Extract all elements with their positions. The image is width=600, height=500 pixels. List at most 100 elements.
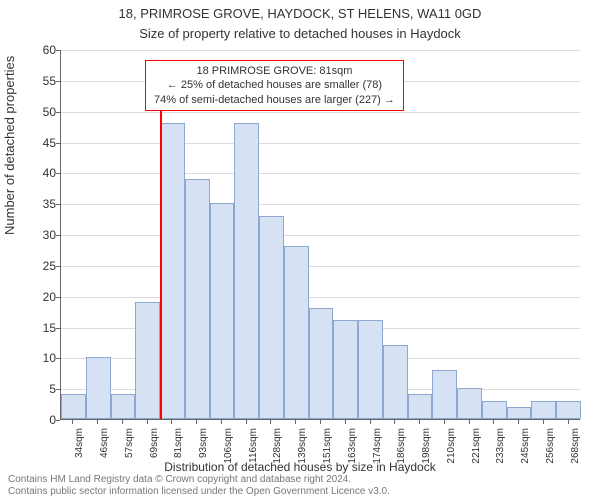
y-tick-mark [56,358,60,359]
x-tick-mark [320,420,321,424]
y-tick-mark [56,328,60,329]
y-tick-mark [56,235,60,236]
x-tick-label: 268sqm [570,428,581,478]
y-tick-label: 15 [16,321,56,335]
y-tick-label: 35 [16,197,56,211]
y-tick-mark [56,81,60,82]
y-tick-label: 30 [16,228,56,242]
x-tick-label: 233sqm [495,428,506,478]
x-tick-label: 210sqm [446,428,457,478]
x-tick-mark [469,420,470,424]
y-tick-label: 40 [16,166,56,180]
y-tick-mark [56,112,60,113]
histogram-bar [259,216,284,420]
x-tick-label: 69sqm [149,428,160,478]
chart-title-sub: Size of property relative to detached ho… [0,26,600,41]
histogram-bar [457,388,482,419]
histogram-bar [432,370,457,419]
x-tick-label: 221sqm [471,428,482,478]
y-tick-mark [56,297,60,298]
x-tick-mark [345,420,346,424]
grid-line [61,204,580,205]
x-tick-mark [419,420,420,424]
grid-line [61,50,580,51]
x-tick-mark [147,420,148,424]
x-tick-label: 46sqm [99,428,110,478]
grid-line [61,235,580,236]
histogram-bar [556,401,581,420]
y-tick-label: 0 [16,413,56,427]
x-tick-label: 139sqm [297,428,308,478]
y-tick-label: 50 [16,105,56,119]
histogram-bar [86,357,111,419]
histogram-bar [333,320,358,419]
histogram-bar [309,308,334,419]
x-tick-mark [270,420,271,424]
annotation-line-1: 18 PRIMROSE GROVE: 81sqm [154,64,395,78]
x-tick-label: 106sqm [223,428,234,478]
property-size-histogram: 18, PRIMROSE GROVE, HAYDOCK, ST HELENS, … [0,0,600,500]
y-tick-label: 60 [16,43,56,57]
histogram-bar [531,401,556,420]
x-tick-mark [171,420,172,424]
x-tick-mark [122,420,123,424]
x-tick-mark [97,420,98,424]
y-tick-label: 45 [16,136,56,150]
y-tick-mark [56,266,60,267]
x-tick-label: 151sqm [322,428,333,478]
y-tick-label: 5 [16,382,56,396]
grid-line [61,143,580,144]
x-tick-mark [543,420,544,424]
grid-line [61,297,580,298]
chart-title-main: 18, PRIMROSE GROVE, HAYDOCK, ST HELENS, … [0,6,600,21]
histogram-bar [135,302,160,419]
x-tick-label: 116sqm [248,428,259,478]
x-tick-mark [394,420,395,424]
y-tick-mark [56,143,60,144]
histogram-bar [358,320,383,419]
y-tick-mark [56,173,60,174]
histogram-bar [234,123,259,419]
subject-property-marker [160,80,162,419]
x-tick-mark [568,420,569,424]
x-tick-label: 81sqm [173,428,184,478]
histogram-bar [482,401,507,420]
histogram-bar [210,203,235,419]
x-tick-label: 93sqm [198,428,209,478]
histogram-bar [507,407,532,419]
x-tick-mark [370,420,371,424]
histogram-bar [160,123,185,419]
annotation-line-2: ← 25% of detached houses are smaller (78… [154,78,395,92]
x-tick-mark [246,420,247,424]
histogram-bar [111,394,136,419]
y-tick-mark [56,50,60,51]
x-tick-label: 57sqm [124,428,135,478]
x-tick-label: 128sqm [272,428,283,478]
y-tick-mark [56,420,60,421]
footer-line-2: Contains public sector information licen… [8,486,390,499]
x-tick-mark [444,420,445,424]
histogram-bar [185,179,210,420]
x-tick-mark [493,420,494,424]
x-tick-mark [196,420,197,424]
x-tick-label: 186sqm [396,428,407,478]
histogram-bar [61,394,86,419]
y-tick-label: 20 [16,290,56,304]
annotation-line-3: 74% of semi-detached houses are larger (… [154,93,395,107]
x-tick-mark [221,420,222,424]
grid-line [61,173,580,174]
x-tick-mark [295,420,296,424]
histogram-bar [408,394,433,419]
x-tick-label: 198sqm [421,428,432,478]
x-tick-label: 245sqm [520,428,531,478]
y-tick-label: 25 [16,259,56,273]
footer-line-1: Contains HM Land Registry data © Crown c… [8,474,351,487]
x-tick-mark [518,420,519,424]
y-axis-label: Number of detached properties [2,56,17,235]
grid-line [61,112,580,113]
x-tick-label: 174sqm [372,428,383,478]
grid-line [61,266,580,267]
x-tick-label: 163sqm [347,428,358,478]
y-tick-mark [56,389,60,390]
y-tick-mark [56,204,60,205]
